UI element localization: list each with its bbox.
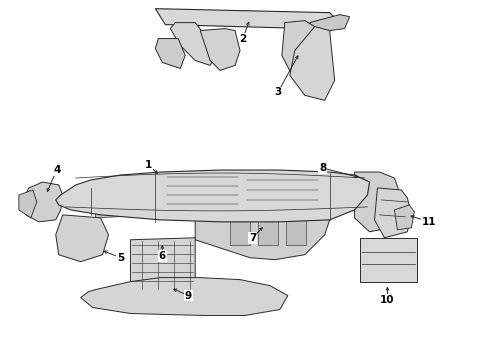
Polygon shape	[374, 188, 412, 238]
Text: 4: 4	[53, 165, 60, 175]
Polygon shape	[155, 39, 185, 68]
Text: 10: 10	[380, 294, 395, 305]
Polygon shape	[394, 205, 415, 230]
Text: 3: 3	[274, 87, 281, 97]
Polygon shape	[130, 238, 195, 292]
Polygon shape	[19, 190, 37, 218]
Text: 6: 6	[159, 251, 166, 261]
Text: 5: 5	[117, 253, 124, 263]
Text: 9: 9	[185, 291, 192, 301]
Polygon shape	[258, 220, 278, 245]
Polygon shape	[290, 27, 335, 100]
Polygon shape	[56, 170, 369, 222]
Polygon shape	[195, 212, 330, 260]
Polygon shape	[200, 28, 240, 71]
Text: 7: 7	[249, 233, 257, 243]
Polygon shape	[355, 172, 399, 232]
Polygon shape	[155, 9, 340, 28]
Polygon shape	[286, 220, 306, 245]
Polygon shape	[310, 15, 349, 32]
Text: 11: 11	[422, 217, 437, 227]
Polygon shape	[23, 182, 63, 222]
Polygon shape	[96, 175, 155, 218]
Polygon shape	[360, 238, 417, 282]
Polygon shape	[165, 172, 240, 212]
Text: 8: 8	[319, 163, 326, 173]
Polygon shape	[171, 23, 215, 66]
Polygon shape	[56, 215, 108, 262]
Polygon shape	[282, 21, 319, 80]
Text: 1: 1	[145, 160, 152, 170]
Polygon shape	[245, 173, 319, 212]
Polygon shape	[230, 220, 250, 245]
Polygon shape	[81, 278, 288, 315]
Text: 2: 2	[240, 33, 246, 44]
